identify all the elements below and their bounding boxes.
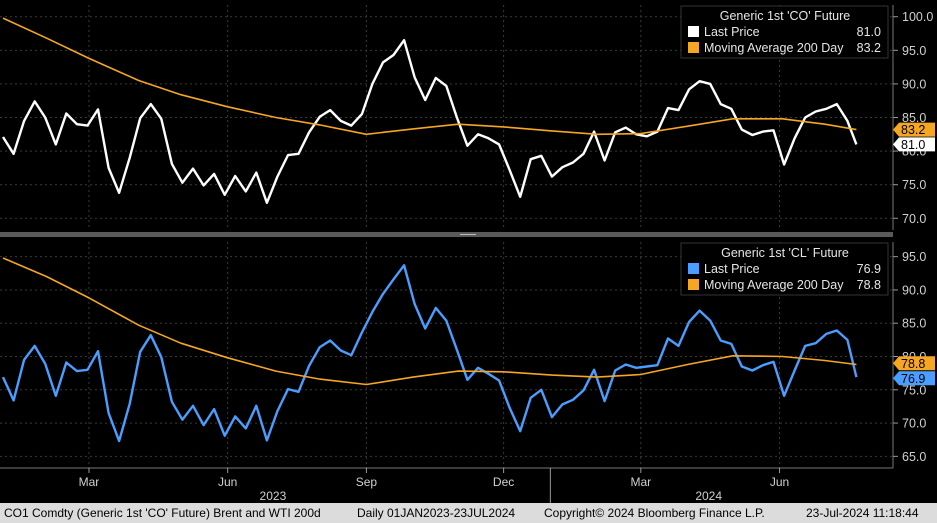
ma-last-value-tag: 78.8 [893,356,935,371]
grid-lines [0,5,892,230]
value-tag-label: 81.0 [901,138,925,152]
brent-ma200-line [2,17,857,136]
x-tick-label: Mar [630,475,651,489]
value-tag-shape [893,137,935,152]
x-tick-label: Jun [770,475,789,489]
x-axis: Mar Jun Sep Dec Mar Jun 2023 2024 [0,467,893,503]
wti-panel: 95.090.085.080.075.070.065.078.876.9Gene… [0,242,935,468]
legend-item-label: Moving Average 200 Day [704,278,844,292]
y-tick-label: 95.0 [902,250,926,264]
value-tag-label: 76.9 [901,372,925,386]
legend-box [680,5,889,59]
footer-bar: CO1 Comdty (Generic 1st 'CO' Future) Bre… [0,503,937,523]
legend-title: Generic 1st 'CO' Future [720,9,851,23]
value-tag-shape [893,356,935,371]
x-year-label: 2024 [695,489,722,503]
y-tick-label: 90.0 [902,77,926,91]
value-tag-label: 78.8 [901,357,925,371]
legend-item-value: 78.8 [857,278,881,292]
ma-last-value-tag: 83.2 [893,122,935,137]
y-tick-label: 65.0 [902,450,926,464]
y-tick-label: 95.0 [902,44,926,58]
wti-price-line [1,264,858,443]
x-year-label: 2023 [260,489,287,503]
value-tag-shape [893,371,935,386]
brent-price-line [1,39,858,205]
value-tag-label: 83.2 [901,123,925,137]
y-tick-label: 90.0 [902,283,926,297]
panel-divider[interactable] [0,232,893,237]
legend-swatch [688,279,699,290]
legend-title: Generic 1st 'CL' Future [721,246,849,260]
y-tick-label: 75.0 [902,383,926,397]
legend-item-value: 76.9 [857,262,881,276]
legend: Generic 1st 'CO' Future Last Price 81.0 Mov… [680,5,889,59]
legend-item-label: Last Price [704,262,760,276]
legend-item-label: Moving Average 200 Day [704,41,844,55]
y-tick-label: 85.0 [902,111,926,125]
footer-security: CO1 Comdty (Generic 1st 'CO' Future) Bre… [4,506,321,520]
footer-timestamp: 23-Jul-2024 11:18:44 [806,506,919,520]
y-tick-label: 75.0 [902,178,926,192]
wti-ma200-line [2,257,857,386]
y-tick-label: 85.0 [902,317,926,331]
value-tag-shape [893,122,935,137]
legend-item-label: Last Price [704,25,760,39]
x-tick-label: Sep [356,475,378,489]
x-tick-label: Jun [218,475,237,489]
legend: Generic 1st 'CL' Future Last Price 76.9 Mov… [680,242,889,296]
x-tick-label: Dec [493,475,514,489]
footer-range: Daily 01JAN2023-23JUL2024 [357,506,516,520]
x-tick-label: Mar [79,475,100,489]
price-last-value-tag: 81.0 [893,137,935,152]
legend-swatch [688,42,699,53]
legend-swatch [688,26,699,37]
legend-item-value: 83.2 [857,41,881,55]
divider-bar [0,232,893,237]
brent-panel: 100.095.090.085.080.075.070.083.281.0Gen… [0,5,935,230]
legend-item-value: 81.0 [857,25,881,39]
footer-copyright: Copyright© 2024 Bloomberg Finance L.P. [544,506,765,520]
legend-box [680,242,889,296]
y-tick-label: 70.0 [902,212,926,226]
price-last-value-tag: 76.9 [893,371,935,386]
y-tick-label: 100.0 [902,10,933,24]
legend-swatch [688,263,699,274]
y-tick-label: 70.0 [902,417,926,431]
